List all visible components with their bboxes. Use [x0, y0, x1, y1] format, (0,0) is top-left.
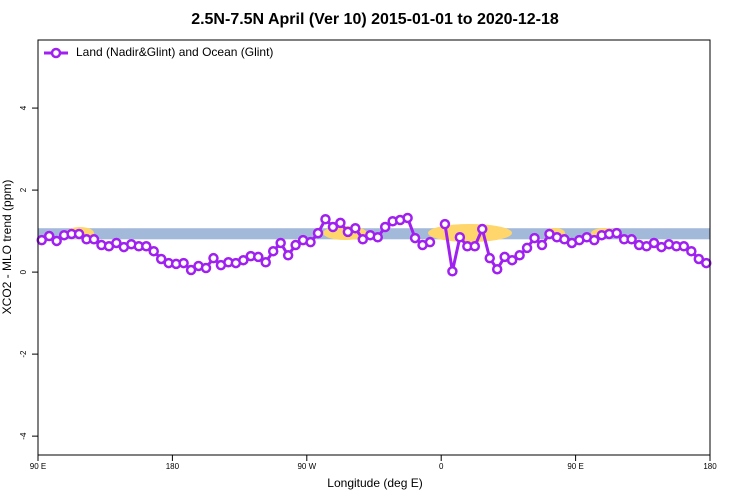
- y-tick-label: 4: [19, 105, 28, 110]
- x-tick-label: 90 E: [567, 462, 583, 471]
- data-point: [409, 232, 421, 244]
- data-point: [402, 212, 413, 224]
- data-point: [305, 236, 316, 248]
- data-point: [200, 262, 212, 274]
- data-point: [51, 235, 62, 247]
- data-point: [447, 266, 458, 277]
- data-point: [238, 254, 249, 266]
- data-point: [111, 237, 122, 249]
- y-tick-label: -2: [19, 350, 28, 358]
- data-point: [372, 231, 383, 243]
- data-point: [589, 234, 600, 246]
- data-point: [439, 218, 451, 230]
- data-point: [536, 239, 548, 251]
- data-point: [454, 231, 466, 243]
- data-point: [88, 234, 100, 245]
- x-tick-label: 90 E: [30, 462, 46, 471]
- data-point: [477, 223, 488, 235]
- data-point: [185, 264, 197, 276]
- data-point: [529, 232, 540, 244]
- data-point: [701, 257, 712, 269]
- data-point: [282, 250, 294, 261]
- data-point: [506, 254, 518, 266]
- data-point: [350, 222, 361, 234]
- data-point: [275, 237, 286, 249]
- chart-title: 2.5N-7.5N April (Ver 10) 2015-01-01 to 2…: [191, 11, 559, 28]
- plot-frame: [37, 39, 711, 456]
- data-point: [484, 252, 495, 264]
- x-tick-label: 90 W: [297, 462, 316, 471]
- data-point: [312, 227, 324, 239]
- x-axis-label: Longitude (deg E): [327, 476, 422, 490]
- x-tick-label: 180: [703, 462, 717, 471]
- data-point: [686, 245, 697, 257]
- data-point: [424, 236, 436, 248]
- data-point: [327, 221, 339, 233]
- data-point: [320, 213, 331, 225]
- y-tick-label: 0: [19, 269, 28, 274]
- patch: [428, 224, 512, 242]
- data-point: [335, 217, 346, 229]
- data-point: [178, 257, 189, 269]
- data-point: [357, 234, 369, 245]
- data-point: [678, 241, 690, 252]
- y-axis-label: XCO2 - MLO trend (ppm): [0, 180, 14, 315]
- data-point: [693, 253, 705, 265]
- data-point: [626, 234, 637, 245]
- data-point: [73, 228, 85, 240]
- x-tick-label: 0: [439, 462, 444, 471]
- data-point: [148, 245, 159, 257]
- data-point: [260, 257, 271, 268]
- plot-layer: -4 -2 0 2 4 90 E 180 90 W 0 90 E 180 Land (Nadir&Gl…: [19, 45, 717, 471]
- data-point: [267, 245, 279, 257]
- data-point: [155, 253, 167, 265]
- data-point: [521, 242, 533, 254]
- data-point: [611, 227, 622, 239]
- y-tick-label: -4: [19, 432, 28, 440]
- data-point: [141, 241, 152, 252]
- data-point: [491, 263, 503, 275]
- data-point: [648, 237, 660, 249]
- data-point: [469, 241, 481, 252]
- data-point: [43, 230, 55, 242]
- data-point: [514, 250, 525, 261]
- legend-label: Land (Nadir&Glint) and Ocean (Glint): [76, 45, 273, 59]
- data-point: [290, 239, 301, 251]
- y-tick-label: 2: [19, 187, 28, 192]
- x-tick-label: 180: [166, 462, 180, 471]
- data-point: [208, 252, 219, 264]
- legend-marker: [50, 47, 62, 59]
- data-point: [379, 221, 391, 233]
- data-point: [253, 251, 264, 263]
